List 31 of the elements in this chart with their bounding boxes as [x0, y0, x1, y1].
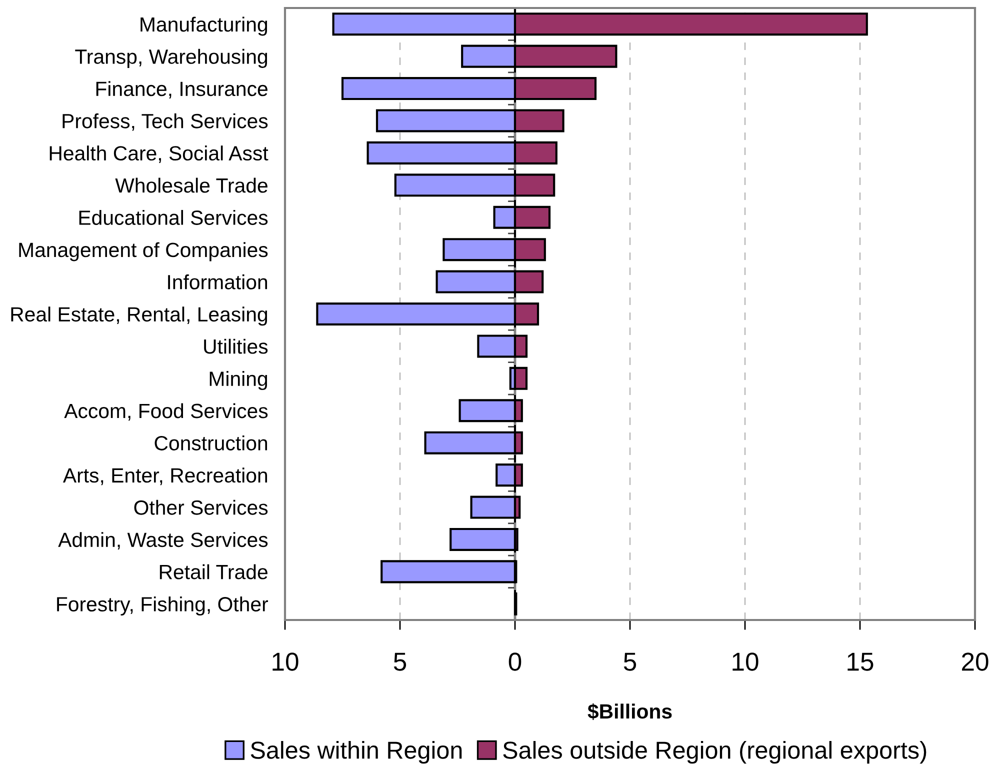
x-tick-label: 10: [732, 652, 758, 671]
y-tick-label: Forestry, Fishing, Other: [57, 596, 268, 616]
y-tick-label: Educational Services: [79, 210, 268, 225]
bar: [380, 560, 516, 584]
y-tick-label: Health Care, Social Asst: [50, 146, 268, 163]
y-tick-label: Wholesale Trade: [115, 178, 268, 193]
y-tick-label: Mining: [210, 371, 268, 390]
y-tick-label: Manufacturing: [140, 16, 268, 36]
x-tick-label: 5: [624, 652, 636, 671]
y-tick-label: Transp, Warehousing: [75, 48, 268, 68]
x-tick-label: 15: [848, 652, 874, 671]
x-tick-label: 5: [394, 652, 406, 671]
x-tick-label: 10: [272, 652, 298, 671]
bar: [470, 496, 516, 519]
y-tick-label: Admin, Waste Services: [58, 532, 268, 550]
y-tick-label: Finance, Insurance: [96, 81, 268, 99]
y-tick-label: Arts, Enter, Recreation: [62, 468, 268, 486]
x-axis-title: $Billions: [588, 703, 672, 720]
x-tick-label: 20: [962, 652, 988, 671]
y-tick-label: Information: [168, 274, 268, 290]
y-tick-label: Retail Trade: [160, 564, 268, 580]
y-tick-label: Construction: [154, 435, 268, 450]
legend-label: Sales outside Region (regional exports): [503, 740, 926, 764]
y-tick-label: Real Estate, Rental, Leasing: [11, 306, 268, 326]
y-tick-label: Profess, Tech Services: [62, 113, 268, 131]
y-tick-label: Other Services: [134, 500, 268, 515]
y-tick-label: Management of Companies: [19, 242, 268, 262]
x-tick-label: 0: [508, 652, 522, 671]
legend-label: Sales within Region: [250, 740, 462, 764]
y-tick-label: Accom, Food Services: [64, 403, 268, 421]
y-tick-label: Utilities: [204, 338, 268, 354]
